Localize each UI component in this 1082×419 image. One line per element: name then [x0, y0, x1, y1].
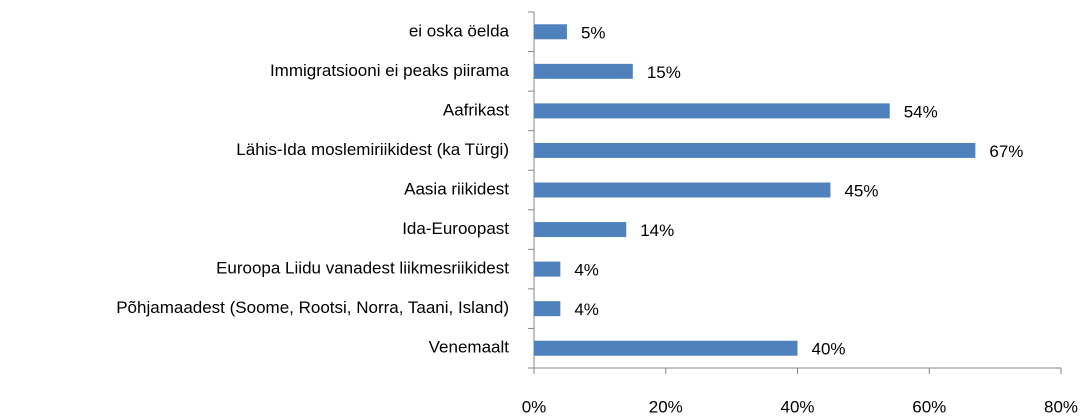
x-tick-label: 0% [522, 397, 547, 416]
category-label: Aafrikast [443, 100, 509, 119]
bar [534, 340, 798, 356]
bar [534, 301, 561, 317]
x-tick-label: 60% [912, 397, 946, 416]
bar [534, 261, 561, 277]
value-label: 54% [904, 102, 938, 121]
bar [534, 63, 633, 79]
category-label: Lähis-Ida moslemiriikidest (ka Türgi) [236, 140, 509, 159]
value-label: 4% [574, 261, 599, 280]
category-label: Ida-Euroopast [402, 219, 509, 238]
category-label: Immigratsiooni ei peaks piirama [270, 61, 510, 80]
value-label: 5% [581, 23, 606, 42]
category-label: Aasia riikidest [404, 179, 509, 198]
value-label: 67% [989, 142, 1023, 161]
value-label: 14% [640, 221, 674, 240]
bar [534, 142, 976, 158]
category-label: Euroopa Liidu vanadest liikmesriikidest [216, 259, 509, 278]
x-tick-label: 80% [1044, 397, 1078, 416]
value-label: 4% [574, 300, 599, 319]
x-tick-label: 20% [649, 397, 683, 416]
category-label: Venemaalt [429, 338, 510, 357]
bar [534, 182, 831, 198]
category-label: ei oska öelda [409, 21, 510, 40]
bar [534, 222, 627, 238]
bar [534, 103, 890, 119]
x-tick-label: 40% [780, 397, 814, 416]
category-label: Põhjamaadest (Soome, Rootsi, Norra, Taan… [116, 298, 509, 317]
value-label: 45% [844, 181, 878, 200]
bar [534, 24, 567, 40]
value-label: 40% [812, 340, 846, 359]
value-label: 15% [647, 63, 681, 82]
